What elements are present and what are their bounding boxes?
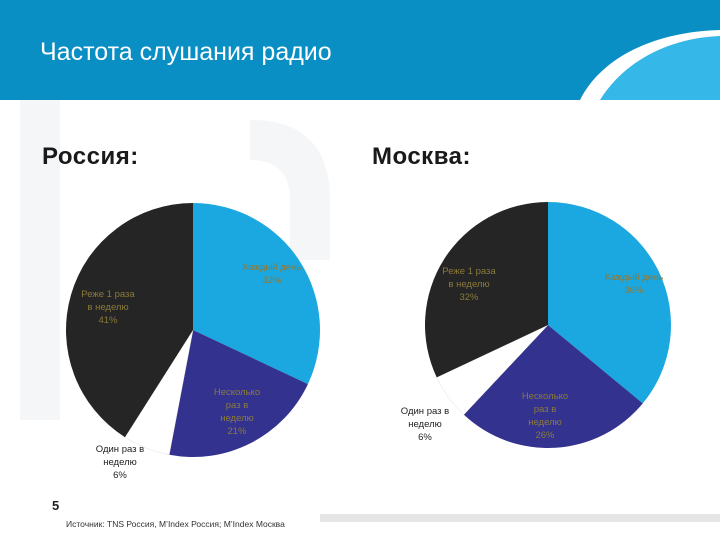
moscow-chart-title: Москва: <box>372 143 471 170</box>
russia-label-less-than-once-week: Реже 1 раза в неделю 41% <box>81 289 135 326</box>
moscow-label-several-times-week: Несколько раз в неделю 26% <box>522 391 568 441</box>
moscow-slice-less-than-once-week <box>425 201 548 378</box>
slide-title: Частота слушания радио <box>40 38 332 66</box>
footer-divider <box>320 514 720 522</box>
russia-slice-several-times-week <box>169 330 308 457</box>
source-note: Источник: TNS Россия, M’Index Россия; M’… <box>66 519 285 529</box>
moscow-slice-once-week <box>436 324 549 416</box>
header-banner <box>0 0 720 100</box>
russia-chart-title: Россия: <box>42 143 139 170</box>
moscow-label-once-week: Один раз в неделю 6% <box>401 406 449 443</box>
moscow-slice-every-day <box>548 202 671 404</box>
moscow-pie-chart: Каждый день 36% Несколько раз в неделю 26% Оди… <box>401 201 671 448</box>
russia-slice-every-day <box>193 203 320 385</box>
russia-pie-chart: Каждый день 32% Несколько раз в неделю 21% Оди… <box>66 203 320 481</box>
russia-label-several-times-week: Несколько раз в неделю 21% <box>214 387 260 437</box>
russia-label-every-day: Каждый день 32% <box>243 262 302 286</box>
page-number: 5 <box>52 498 60 513</box>
moscow-slice-several-times-week <box>463 325 643 448</box>
russia-slice-once-week <box>124 329 194 456</box>
russia-label-once-week: Один раз в неделю 6% <box>96 444 144 481</box>
moscow-label-every-day: Каждый день 36% <box>605 272 664 296</box>
russia-slice-less-than-once-week <box>66 203 193 438</box>
moscow-label-less-than-once-week: Реже 1 раза в неделю 32% <box>442 266 496 303</box>
